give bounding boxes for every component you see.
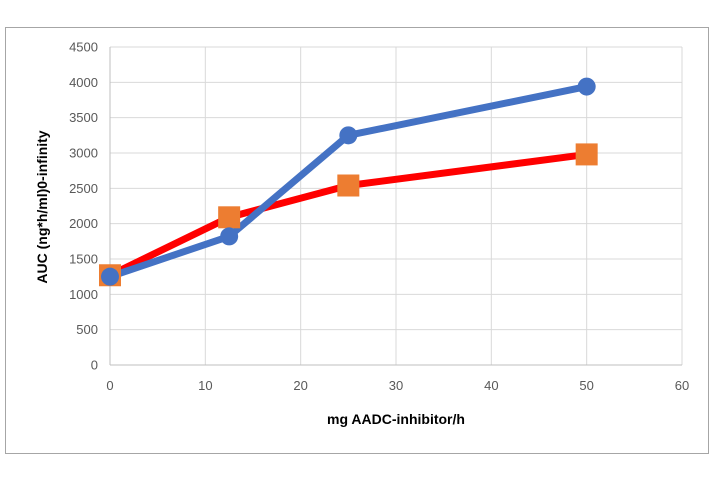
y-tick-label: 2000 (69, 216, 98, 231)
y-tick-label: 1000 (69, 287, 98, 302)
y-tick-label: 0 (91, 358, 98, 373)
x-tick-label: 0 (106, 378, 113, 393)
x-tick-label: 30 (389, 378, 403, 393)
series-2-point (220, 227, 239, 246)
x-axis-title: mg AADC-inhibitor/h (327, 411, 465, 427)
y-tick-label: 4500 (69, 40, 98, 55)
x-tick-label: 60 (675, 378, 689, 393)
y-tick-label: 3000 (69, 146, 98, 161)
series (99, 77, 598, 287)
y-tick-label: 1500 (69, 252, 98, 267)
tick-labels: 0 500 1000 1500 2000 2500 3000 3500 4000 4500 0 10 2… (69, 40, 689, 394)
y-tick-label: 500 (76, 322, 98, 337)
series-2-line (106, 83, 591, 281)
x-tick-label: 40 (484, 378, 498, 393)
series-2-point (577, 77, 596, 96)
y-tick-label: 2500 (69, 181, 98, 196)
axes (109, 47, 682, 366)
series-1-line (106, 150, 591, 279)
x-tick-label: 20 (293, 378, 307, 393)
series-2-point (101, 267, 119, 286)
series-2-point (339, 126, 358, 145)
x-tick-label: 50 (579, 378, 593, 393)
y-tick-label: 3500 (69, 110, 98, 125)
series-1-point (575, 143, 598, 166)
y-axis-title: AUC (ng*h/ml)0-infinity (34, 130, 50, 283)
x-tick-label: 10 (198, 378, 212, 393)
y-tick-label: 4000 (69, 75, 98, 90)
gridlines (110, 46, 683, 365)
series-1-point (337, 174, 360, 197)
series-1-point (218, 206, 241, 229)
chart-frame (5, 27, 709, 454)
